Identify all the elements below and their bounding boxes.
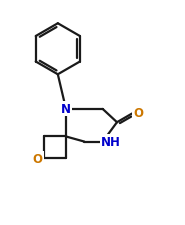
- Text: O: O: [133, 106, 143, 119]
- Text: NH: NH: [101, 135, 121, 148]
- Text: N: N: [61, 103, 71, 116]
- Text: O: O: [33, 153, 43, 166]
